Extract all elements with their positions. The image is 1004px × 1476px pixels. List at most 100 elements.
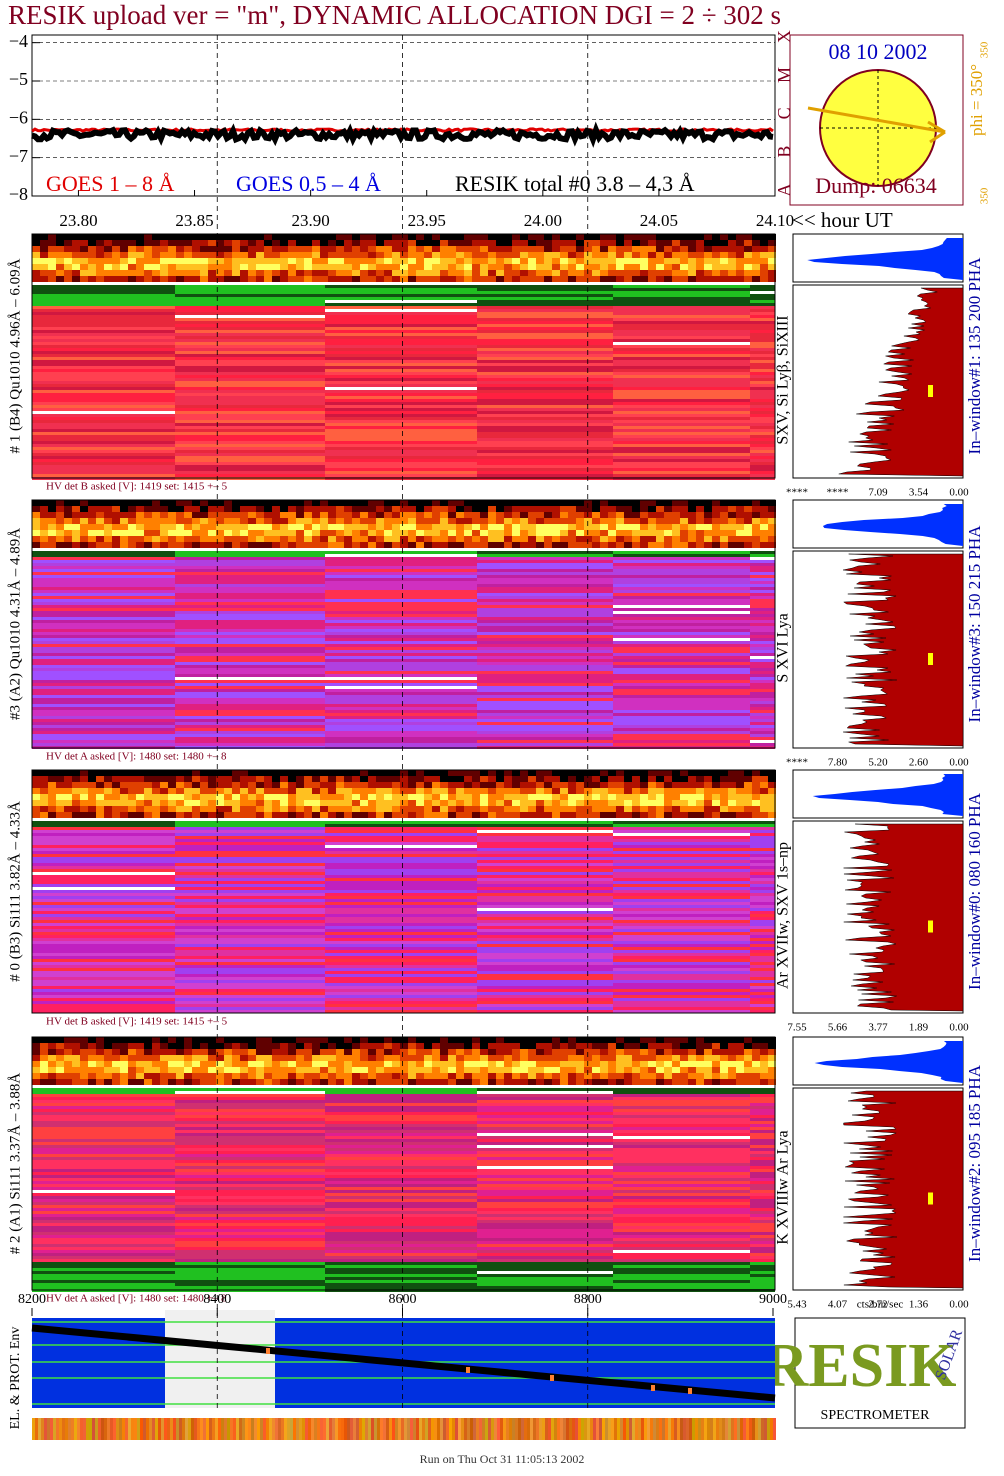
heat-cell xyxy=(448,794,456,800)
spectrum-row xyxy=(613,1280,750,1283)
heat-cell xyxy=(688,524,696,530)
heat-cell xyxy=(744,812,752,818)
spectrum-hist xyxy=(842,553,964,747)
heat-cell xyxy=(280,506,288,512)
spectrum-row xyxy=(750,743,775,746)
spectrum-row xyxy=(325,1208,477,1211)
heat-cell xyxy=(384,518,392,524)
heat-cell xyxy=(736,1079,744,1085)
heat-cell xyxy=(672,542,680,548)
heat-cell xyxy=(688,506,696,512)
heat-cell xyxy=(336,794,344,800)
spectrum-row xyxy=(750,1256,775,1259)
heat-cell xyxy=(568,270,576,276)
spectrum-row xyxy=(175,363,325,366)
heat-cell xyxy=(528,542,536,548)
heat-cell xyxy=(64,512,72,518)
spectrum-row xyxy=(325,617,477,620)
heat-cell xyxy=(216,1037,224,1043)
spectrum-row xyxy=(750,393,775,396)
heat-cell xyxy=(192,542,200,548)
heat-cell xyxy=(552,264,560,270)
heat-cell xyxy=(40,1043,48,1049)
spectrum-row xyxy=(613,396,750,399)
heat-cell xyxy=(576,1055,584,1061)
heat-cell xyxy=(560,1055,568,1061)
heat-cell xyxy=(616,1049,624,1055)
phi-label: phi = 350° xyxy=(967,64,986,136)
heat-cell xyxy=(512,252,520,258)
heat-cell xyxy=(392,1043,400,1049)
spectrum-row xyxy=(32,848,175,851)
heat-cell xyxy=(528,1073,536,1079)
heat-cell xyxy=(144,800,152,806)
spectrum-row xyxy=(477,701,613,704)
spectrum-row xyxy=(175,1148,325,1151)
spectrum-row xyxy=(477,378,613,381)
spectrum-row xyxy=(477,1220,613,1223)
heat-cell xyxy=(544,252,552,258)
spectrum-row xyxy=(477,893,613,896)
env-strip xyxy=(746,1418,749,1440)
heat-cell xyxy=(736,512,744,518)
heat-cell xyxy=(504,800,512,806)
spectrum-row xyxy=(32,905,175,908)
heat-cell xyxy=(592,1073,600,1079)
spectrum-row xyxy=(175,1124,325,1127)
heat-cell xyxy=(592,1079,600,1085)
heat-cell xyxy=(456,542,464,548)
heat-cell xyxy=(560,770,568,776)
heat-cell xyxy=(272,258,280,264)
heat-cell xyxy=(680,776,688,782)
env-strip xyxy=(410,1418,413,1440)
spectrum-row xyxy=(32,450,175,453)
heat-cell xyxy=(656,276,664,282)
heat-cell xyxy=(512,240,520,246)
spectrum-row xyxy=(32,1166,175,1169)
heat-cell xyxy=(704,1067,712,1073)
heat-cell xyxy=(608,270,616,276)
heat-cell xyxy=(120,264,128,270)
heat-cell xyxy=(288,1079,296,1085)
heat-cell xyxy=(496,1067,504,1073)
heat-cell xyxy=(736,542,744,548)
spectrum-row xyxy=(325,1163,477,1166)
heat-cell xyxy=(184,246,192,252)
spectrum-row xyxy=(477,1175,613,1178)
heat-cell xyxy=(608,264,616,270)
heat-cell xyxy=(592,246,600,252)
heat-cell xyxy=(512,770,520,776)
spectrum-row xyxy=(32,1178,175,1181)
spectrum-row xyxy=(325,333,477,336)
heat-cell xyxy=(744,1061,752,1067)
heat-cell xyxy=(192,800,200,806)
spectrum-row xyxy=(750,965,775,968)
spectrum-row xyxy=(477,716,613,719)
heat-cell xyxy=(568,782,576,788)
env-strip xyxy=(638,1418,641,1440)
heat-cell xyxy=(520,806,528,812)
heat-cell xyxy=(408,1037,416,1043)
heat-cell xyxy=(128,252,136,258)
spectrum-row xyxy=(325,294,477,297)
spectrum-row xyxy=(750,1229,775,1232)
spectrum-row xyxy=(32,668,175,671)
spectrum-row xyxy=(32,327,175,330)
spectrum-row xyxy=(750,902,775,905)
spectrum-row xyxy=(325,551,477,554)
heat-cell xyxy=(40,270,48,276)
heat-cell xyxy=(576,252,584,258)
spectrum-row xyxy=(175,465,325,468)
heat-cell xyxy=(616,518,624,524)
heat-cell xyxy=(160,240,168,246)
heat-cell xyxy=(496,1043,504,1049)
heat-cell xyxy=(264,1043,272,1049)
spectrum-row xyxy=(613,1205,750,1208)
heat-cell xyxy=(744,1049,752,1055)
spectrum-row xyxy=(32,1103,175,1106)
spectrum-row xyxy=(477,333,613,336)
spectrum-row xyxy=(750,309,775,312)
heat-cell xyxy=(408,524,416,530)
heat-cell xyxy=(736,1061,744,1067)
spectrum-row xyxy=(750,593,775,596)
